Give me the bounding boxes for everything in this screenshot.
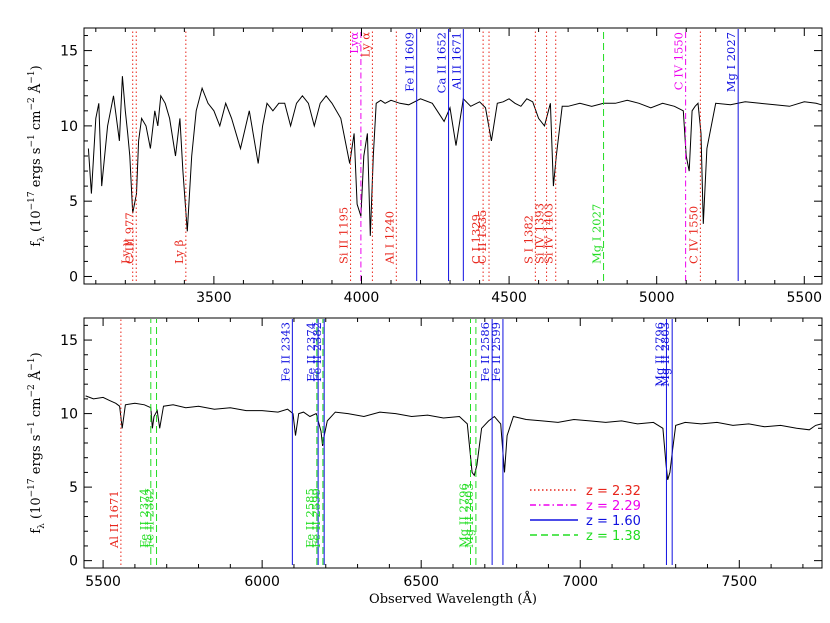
absorption-line-label: Mg II 2796 <box>652 322 666 387</box>
y-axis-label-part: λ <box>37 523 47 529</box>
y-axis-label-part: −2 <box>27 384 37 397</box>
y-tick-label: 15 <box>60 44 78 60</box>
absorption-line-label: Fe II 2382 <box>143 488 157 548</box>
y-axis-label: fλ (10−17 ergs s−1 cm−2 Å−1) <box>27 65 47 246</box>
x-tick-label: 4500 <box>491 290 527 306</box>
y-axis-label-part: f <box>29 528 44 534</box>
absorption-line-label: Al II 1671 <box>449 32 463 91</box>
absorption-line-label: Mg II 2803 <box>658 322 672 387</box>
legend-entry-label: z = 1.60 <box>586 514 641 529</box>
absorption-line-label: Fe II 2382 <box>310 322 324 382</box>
x-tick-label: 5000 <box>639 290 675 306</box>
y-axis-label-part: (10 <box>29 210 44 236</box>
absorption-line-label: Mg I 2027 <box>590 204 604 264</box>
absorption-line-label: Lyα <box>347 32 361 54</box>
absorption-line-label: Mg II 2803 <box>462 483 476 548</box>
absorption-line-label: Al II 1671 <box>107 490 121 549</box>
y-axis-label-part: ) <box>29 65 44 70</box>
x-tick-label: 5500 <box>786 290 822 306</box>
y-axis-label: fλ (10−17 ergs s−1 cm−2 Å−1) <box>27 352 47 533</box>
absorption-line-label: C II 1335 <box>475 210 489 264</box>
absorption-line-label: Mg I 2027 <box>724 32 738 92</box>
legend-entry-label: z = 1.38 <box>586 529 641 544</box>
spectrum-line <box>85 395 822 480</box>
y-tick-label: 15 <box>60 333 78 349</box>
absorption-line-label: Al I 1240 <box>382 211 396 265</box>
y-axis-label-part: −1 <box>27 357 37 370</box>
y-axis-label-part: ) <box>29 352 44 357</box>
absorption-line-label: C I 1329 <box>469 214 483 264</box>
absorption-line-label: S I 1382 <box>521 215 535 264</box>
absorption-line-label: C IV 1550 <box>672 32 686 90</box>
legend: z = 2.32z = 2.29z = 1.60z = 1.38 <box>530 484 641 544</box>
absorption-line-label: Fe II 2374 <box>304 322 318 382</box>
y-tick-label: 0 <box>69 554 78 570</box>
absorption-line-label: Fe II 2599 <box>309 488 323 548</box>
plot-frame <box>83 317 823 569</box>
y-axis-label-part: Å <box>28 370 44 384</box>
y-axis-label-part: cm <box>29 111 44 135</box>
y-axis-label-part: −2 <box>27 97 37 110</box>
y-axis-label-part: −1 <box>27 70 37 83</box>
absorption-line-label: Si IV 1403 <box>542 203 556 264</box>
absorption-line-label: Fe II 1609 <box>403 32 417 92</box>
y-axis-label-part: cm <box>29 398 44 422</box>
x-tick-label: 6500 <box>403 574 439 590</box>
y-axis-label-part: λ <box>37 236 47 242</box>
spectrum-line <box>87 76 822 236</box>
x-tick-label: 7000 <box>562 574 598 590</box>
x-tick-label: 7500 <box>721 574 757 590</box>
absorption-line-label: Fe II 2599 <box>489 322 503 382</box>
x-tick-label: 6000 <box>244 574 280 590</box>
legend-entry-label: z = 2.32 <box>586 484 641 499</box>
y-tick-label: 5 <box>69 194 78 210</box>
absorption-line-label: Fe II 2374 <box>137 488 151 548</box>
y-axis-label-part: f <box>29 241 44 247</box>
absorption-line-label: Ly γ <box>119 239 133 264</box>
x-tick-label: 3500 <box>196 290 232 306</box>
x-axis-label: Observed Wavelength (Å) <box>369 591 537 607</box>
absorption-line-label: Ly α <box>358 32 372 58</box>
y-tick-label: 10 <box>60 407 78 423</box>
y-axis-label-part: −1 <box>27 421 37 434</box>
absorption-line-label: Mg II 2796 <box>456 483 470 548</box>
y-axis-label-part: −17 <box>27 191 37 210</box>
absorption-line-label: C III 977 <box>122 212 136 264</box>
y-axis-label-part: Å <box>28 83 44 97</box>
absorption-line-label: Si IV 1393 <box>533 203 547 264</box>
absorption-line-label: Ca II 1652 <box>435 32 449 93</box>
absorption-line-label: Ly β <box>172 239 186 264</box>
absorption-line-label: Fe II 2585 <box>303 488 317 548</box>
legend-entry-label: z = 2.29 <box>586 499 641 514</box>
y-axis-label-part: ergs s <box>29 435 44 479</box>
y-tick-label: 10 <box>60 119 78 135</box>
y-axis-label-part: (10 <box>29 497 44 523</box>
absorption-line-label: Fe II 2586 <box>478 322 492 382</box>
x-tick-label: 4000 <box>344 290 380 306</box>
y-axis-label-part: −17 <box>27 478 37 497</box>
y-tick-label: 5 <box>69 480 78 496</box>
y-axis-label-part: −1 <box>27 134 37 147</box>
y-axis-label-part: ergs s <box>29 148 44 192</box>
y-tick-label: 0 <box>69 269 78 285</box>
absorption-line-label: Si II 1195 <box>337 207 351 264</box>
x-tick-label: 5500 <box>85 574 121 590</box>
absorption-line-label: C IV 1550 <box>686 206 700 264</box>
absorption-line-label: Fe II 2343 <box>278 322 292 382</box>
